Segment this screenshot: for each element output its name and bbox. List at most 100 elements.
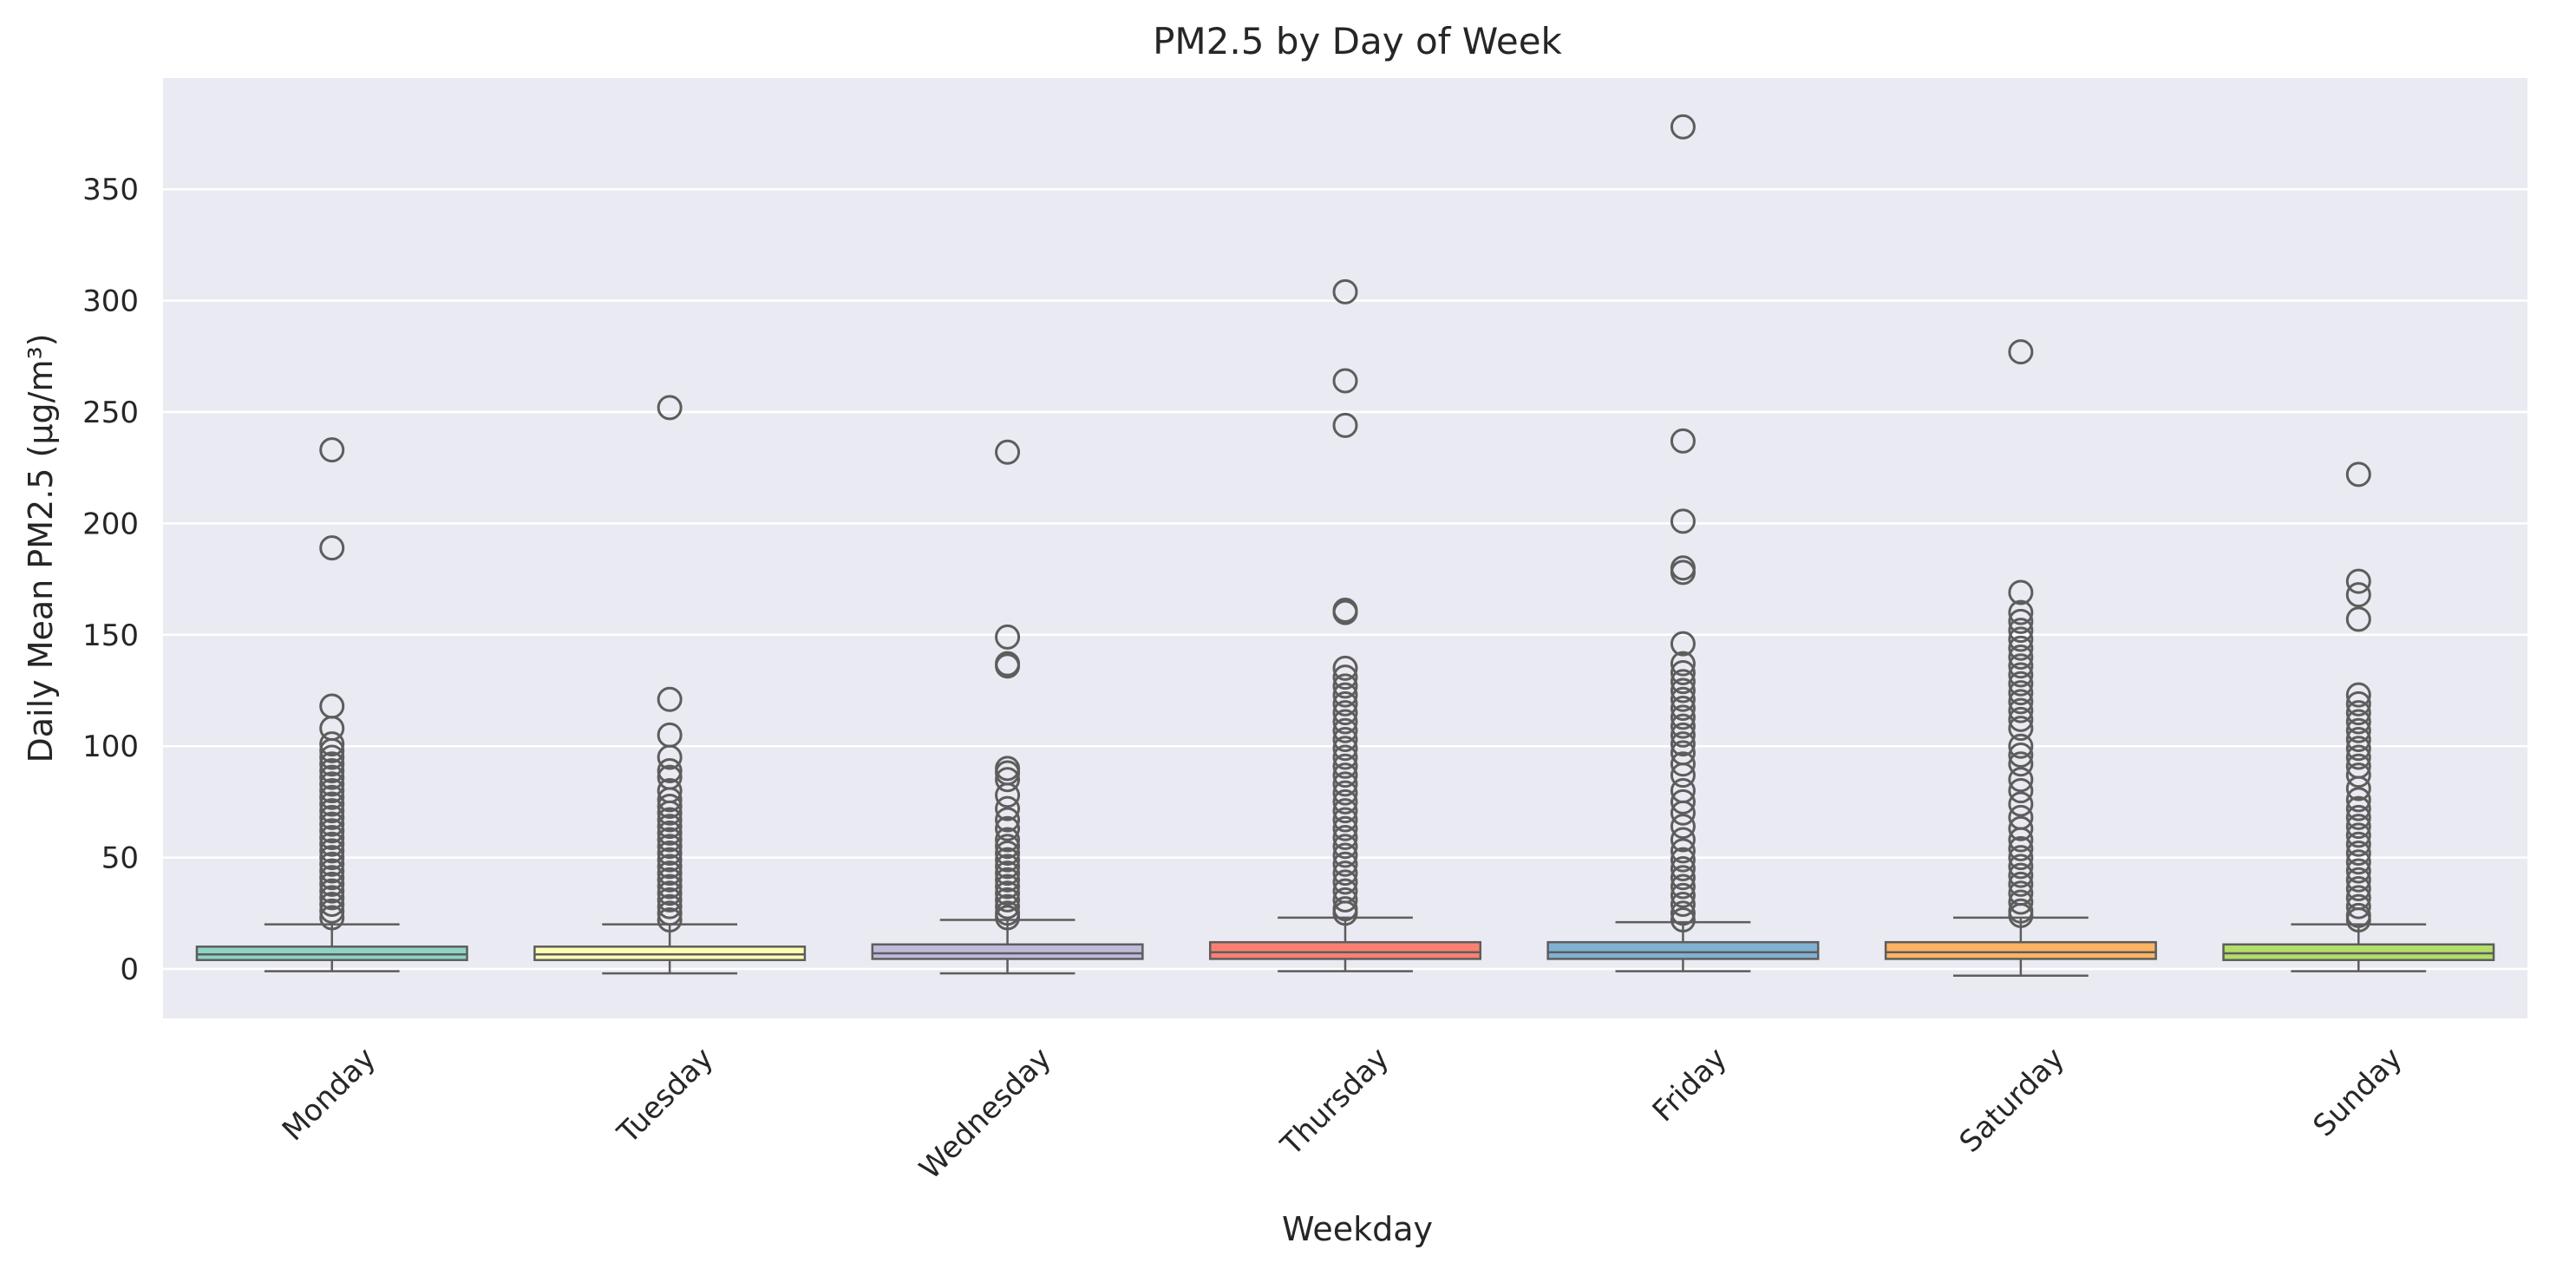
outlier-point [1332,709,1358,735]
outlier-point [995,653,1021,679]
y-tick-300: 300 [82,285,139,319]
outlier-point [2008,626,2034,652]
outlier-point [1670,559,1696,586]
outlier-point [657,887,683,913]
outlier-point [1332,744,1358,770]
outlier-point [1332,834,1358,860]
outlier-point [2345,893,2371,919]
outlier-point [319,898,345,924]
outlier-point [1670,677,1696,703]
outlier-point [995,624,1021,650]
outlier-point [319,784,345,810]
outlier-point [2345,849,2371,875]
outlier-point [2008,653,2034,679]
outlier-point [1670,838,1696,864]
outlier-point [1670,428,1696,454]
outlier-point [2008,644,2034,670]
outlier-point [2008,689,2034,715]
outlier-point [319,892,345,918]
outlier-point [657,395,683,421]
outlier-point [995,827,1021,853]
outlier-point [319,858,345,884]
outlier-point [1332,842,1358,868]
outlier-point [1332,736,1358,762]
outlier-point [319,831,345,857]
outlier-point [2008,902,2034,928]
outlier-point [657,757,683,783]
outlier-point [1332,700,1358,726]
outlier-point [1332,726,1358,752]
x-tick-tuesday: Tuesday [611,1041,721,1151]
outlier-point [657,744,683,770]
x-axis-label: Weekday [1282,1210,1433,1248]
box-iqr [2222,943,2495,961]
outlier-point [1670,847,1696,873]
outlier-point [1670,907,1696,933]
outlier-point [1670,855,1696,881]
outlier-point [1670,865,1696,891]
box-tuesday [533,395,807,975]
box-wednesday [871,439,1144,975]
outlier-point [657,807,683,833]
outlier-point [2008,618,2034,644]
outlier-point [319,791,345,817]
outlier-point [1332,655,1358,681]
outlier-point [657,814,683,840]
outlier-point [1670,800,1696,826]
outlier-point [2008,751,2034,777]
outlier-point [1670,789,1696,815]
outlier-point [1332,780,1358,806]
outlier-point [1670,892,1696,918]
outlier-point [2345,814,2371,840]
outlier-point [319,905,345,931]
x-tick-labels: Monday Tuesday Wednesday Thursday Friday Satu… [276,1041,2409,1186]
outlier-point [1332,682,1358,708]
outlier-point [1332,753,1358,779]
outlier-point [1332,798,1358,824]
outlier-point [657,874,683,900]
outlier-point [2008,845,2034,871]
outlier-point [2345,775,2371,802]
outlier-point [1332,851,1358,877]
outlier-point [995,834,1021,860]
outlier-point [1670,814,1696,840]
outlier-point [2008,854,2034,880]
outlier-point [1670,508,1696,534]
outlier-point [657,880,683,906]
outlier-point [657,834,683,860]
outlier-point [1670,900,1696,926]
box-monday [195,437,468,972]
outlier-point [995,887,1021,913]
outlier-point [995,815,1021,841]
box-iqr [871,943,1144,960]
outlier-point [2008,339,2034,365]
outlier-point [995,880,1021,906]
outlier-point [657,854,683,880]
outlier-point [319,731,345,757]
box-iqr [1546,940,1820,960]
outlier-point [1670,731,1696,757]
outlier-point [2008,671,2034,697]
outlier-point [2008,579,2034,605]
outlier-point [657,827,683,853]
outlier-point [319,865,345,891]
outlier-point [2345,840,2371,866]
outlier-point [657,900,683,926]
y-axis-label: Daily Mean PM2.5 (µg/m³) [22,333,60,762]
outlier-point [319,838,345,864]
x-tick-friday: Friday [1646,1041,1734,1129]
outlier-point [2008,608,2034,634]
outlier-point [2345,822,2371,848]
outlier-point [1670,696,1696,722]
outlier-point [657,893,683,919]
outlier-point [1332,368,1358,394]
outlier-point [319,824,345,850]
outlier-point [2345,804,2371,830]
outlier-point [1332,860,1358,887]
outlier-point [2345,690,2371,717]
outlier-point [2008,862,2034,888]
outlier-point [2008,706,2034,732]
outlier-point [995,847,1021,873]
box-thursday [1208,278,1482,972]
